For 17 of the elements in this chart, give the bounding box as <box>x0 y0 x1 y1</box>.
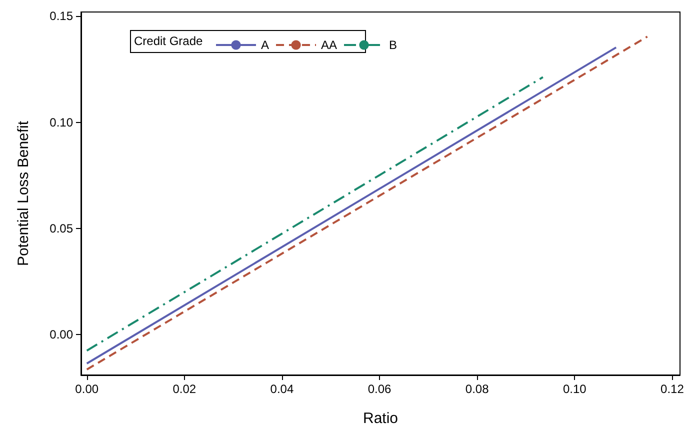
y-tick-label: 0.10 <box>50 115 74 130</box>
y-tick-label: 0.05 <box>50 222 74 236</box>
legend-label: AA <box>321 38 338 52</box>
legend-label: A <box>261 38 270 52</box>
legend-title: Credit Grade <box>134 34 204 48</box>
x-tick-label: 0.04 <box>270 382 294 396</box>
x-tick-label: 0.12 <box>660 382 684 396</box>
y-tick-label: 0.00 <box>50 328 74 342</box>
x-tick-label: 0.00 <box>75 382 99 396</box>
y-axis-title: Potential Loss Benefit <box>15 120 32 266</box>
x-tick-label: 0.02 <box>172 382 196 396</box>
x-tick-label: 0.08 <box>465 382 490 396</box>
legend-label: B <box>389 38 398 52</box>
x-axis-title: Ratio <box>362 410 398 427</box>
y-tick-label: 0.15 <box>50 9 74 24</box>
x-tick-label: 0.10 <box>562 382 587 396</box>
x-tick-label: 0.06 <box>368 382 392 396</box>
